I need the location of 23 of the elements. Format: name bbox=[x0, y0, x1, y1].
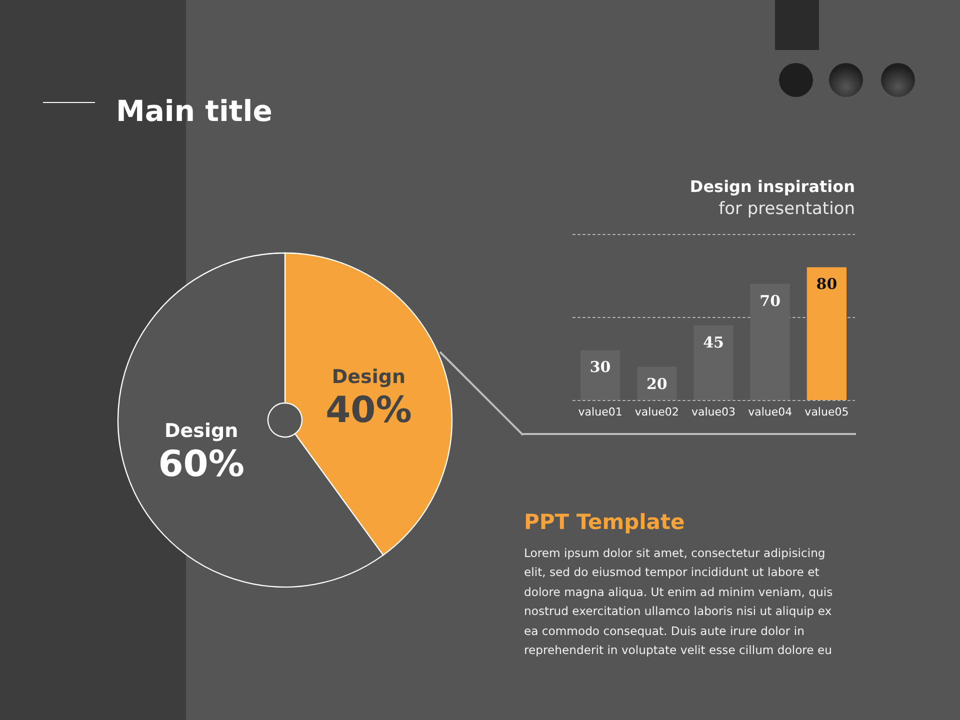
x-tick-label: value03 bbox=[691, 406, 736, 418]
data-label: 60% bbox=[158, 444, 244, 486]
bar bbox=[580, 350, 620, 400]
data-label: 40% bbox=[326, 390, 412, 431]
data-label: 70 bbox=[760, 292, 781, 310]
x-tick-label: value05 bbox=[804, 406, 849, 418]
bar bbox=[806, 267, 847, 400]
slice-label: Design bbox=[164, 420, 238, 442]
data-label: 45 bbox=[703, 333, 724, 352]
chart-title: Design inspiration bbox=[690, 177, 855, 196]
x-tick-label: value01 bbox=[578, 406, 622, 418]
chart-subtitle: for presentation bbox=[718, 199, 855, 219]
data-label: 80 bbox=[816, 275, 838, 294]
bar bbox=[750, 284, 790, 400]
text: Lorem ipsum dolor sit amet, consectetur adipisicing elit, sed do eiusmod tempor incididunt ut labore et dolore magna aliqua. Ut enim ad minim veniam, quis nostrud exercitation ullamco laboris nisi ut aliquip ex ea commodo consequat. Duis aute irure dolor in reprehenderit in voluptate velit esse cillum dolore eu bbox=[524, 545, 834, 660]
x-tick-label: value04 bbox=[748, 406, 792, 418]
chart-title: Main title bbox=[116, 94, 272, 128]
bar bbox=[694, 325, 734, 400]
text: PPT Template bbox=[524, 510, 685, 534]
x-tick-label: value02 bbox=[634, 406, 679, 418]
data-label: 20 bbox=[646, 374, 668, 393]
slice-label: Design bbox=[332, 366, 406, 388]
data-label: 30 bbox=[590, 358, 611, 376]
